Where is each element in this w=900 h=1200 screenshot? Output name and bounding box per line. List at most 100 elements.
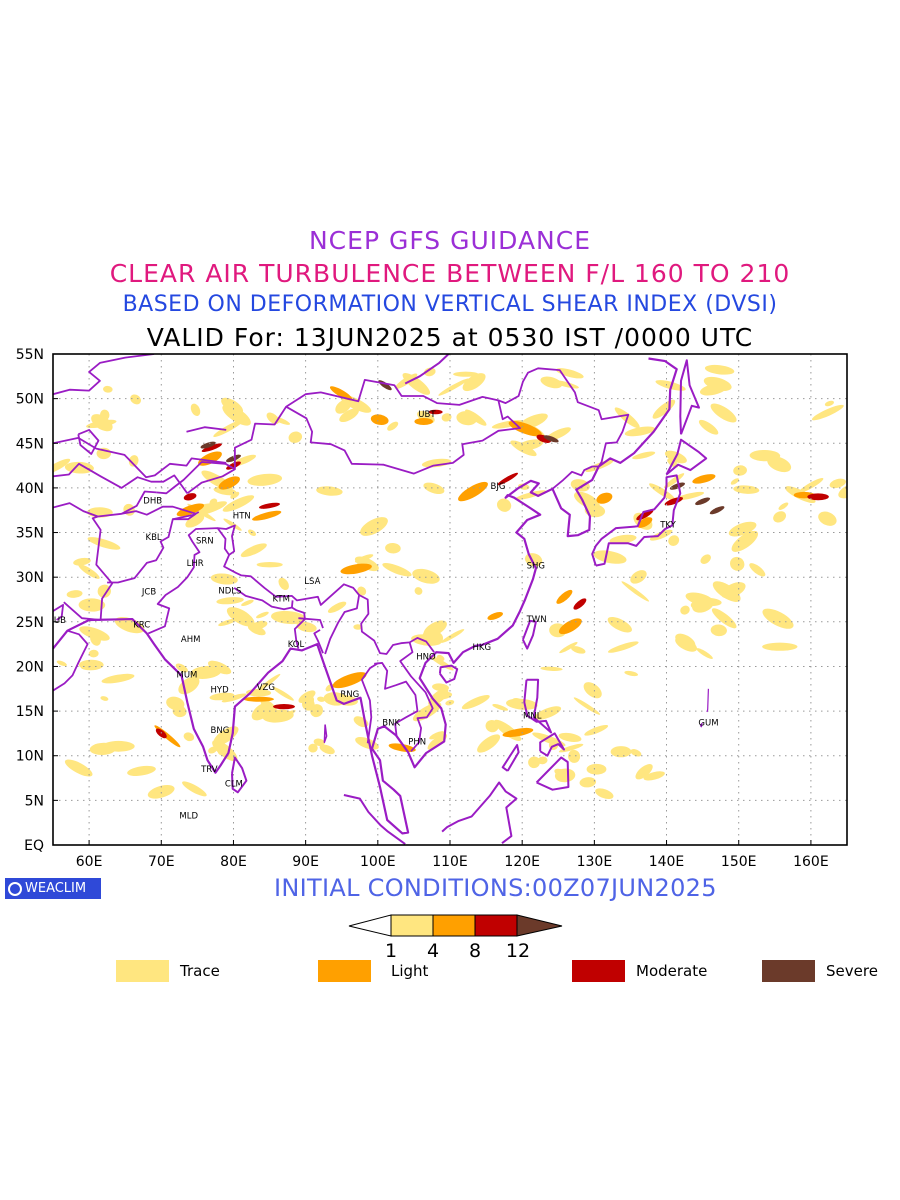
trace-patch (730, 556, 745, 571)
trace-patch (190, 403, 201, 416)
trace-patch (700, 554, 711, 564)
coastline-sakhalin (679, 359, 700, 435)
coastline-borneo (441, 781, 518, 844)
station-label-hyd: HYD (211, 686, 230, 696)
moderate-patch (807, 493, 829, 501)
trace-patch (518, 483, 530, 490)
legend-label: Light (391, 962, 429, 980)
trace-patch (749, 563, 766, 577)
station-label-krc: KRC (133, 621, 150, 631)
trace-patch (583, 682, 602, 699)
trace-patch (251, 702, 273, 721)
trace-patch (241, 599, 254, 607)
trace-patch (262, 709, 294, 723)
trace-patch (247, 473, 283, 486)
lon-label: 120E (504, 854, 540, 870)
trace-patch (256, 611, 269, 619)
trace-patch (270, 610, 307, 625)
colorbar-moderate-segment (474, 914, 518, 937)
trace-patch (175, 663, 188, 673)
trace-patch (624, 670, 639, 677)
trace-patch (317, 696, 326, 702)
trace-patch (288, 431, 303, 444)
lat-label: 45N (16, 436, 44, 452)
trace-patch (78, 598, 106, 612)
trace-patch (663, 473, 685, 489)
trace-patch (56, 660, 67, 667)
trace-patch (230, 491, 240, 499)
trace-patch (778, 502, 789, 510)
coastline-sri-lanka (231, 756, 248, 794)
trace-patch (360, 517, 388, 536)
trace-patch (432, 683, 449, 692)
trace-patch (733, 465, 747, 476)
trace-patch (829, 478, 847, 489)
moderate-patch (428, 409, 443, 415)
trace-patch (579, 777, 597, 788)
lat-label: 30N (16, 570, 44, 586)
lon-label: 150E (721, 854, 757, 870)
station-label-ubt: UBT (418, 410, 436, 420)
station-label-kol: KOL (288, 640, 305, 650)
trace-patch (731, 530, 759, 552)
coastline-caspian (53, 449, 54, 478)
trace-patch (733, 485, 760, 494)
trace-patch (711, 608, 737, 629)
trace-patch (461, 694, 490, 710)
trace-patch (438, 378, 469, 396)
trace-patch (256, 562, 283, 568)
trace-patch (0, 378, 11, 389)
trace-patch (316, 486, 343, 496)
severe-patch (669, 482, 685, 490)
trace-patch (570, 479, 590, 492)
trace-patch (423, 482, 445, 495)
trace-patch (811, 404, 844, 421)
trace-patch (423, 367, 436, 377)
trace-patch (127, 765, 156, 776)
trace-patch (423, 620, 447, 638)
lat-label: 55N (16, 347, 44, 363)
lon-label: 80E (220, 854, 247, 870)
light-patch (243, 696, 274, 702)
light-patch (388, 743, 416, 753)
trace-patch (824, 400, 834, 407)
trace-patch (64, 759, 93, 777)
trace-patch (632, 451, 656, 460)
country-border (361, 662, 379, 744)
legend-swatch-light (318, 960, 371, 982)
station-label-ndls: NDLS (218, 587, 241, 597)
station-label-mum: MUM (177, 671, 198, 681)
legend-item-severe: Severe (762, 958, 878, 984)
trace-patch (558, 743, 584, 753)
colorbar-tick: 1 (385, 940, 397, 960)
country-border (186, 367, 630, 495)
trace-patch (610, 746, 632, 758)
country-border (53, 502, 99, 518)
trace-patch (630, 749, 642, 757)
trace-patch (649, 483, 676, 501)
light-patch (329, 386, 353, 401)
severe-patch (200, 441, 216, 449)
legend-item-trace: Trace (116, 958, 220, 984)
map-axes: 55N 50N 45N 40N 35N 30N 25N 20N 15N 10N 5N EQ 60E 70E… (16, 347, 829, 870)
trace-patch (296, 621, 317, 633)
lon-label: 60E (76, 854, 103, 870)
lon-label: 140E (649, 854, 685, 870)
trace-patch (395, 373, 418, 389)
country-border (358, 594, 435, 655)
trace-patch (573, 697, 601, 715)
colorbar-tick: 12 (506, 940, 530, 960)
weaclim-logo: WEACLIM (5, 878, 101, 899)
trace-patch (216, 597, 244, 605)
trace-patch (73, 557, 91, 566)
trace-patch (635, 764, 653, 780)
colorbar: 1 4 8 12 (348, 914, 563, 960)
coastline-hainan (438, 664, 459, 684)
trace-patch (428, 688, 449, 706)
coastline-guam (699, 722, 703, 728)
map-gridlines (53, 354, 847, 845)
station-label-ktm: KTM (273, 595, 290, 605)
station-label-ahm: AHM (181, 635, 201, 645)
trace-patch (53, 458, 71, 475)
legend-swatch-severe (762, 960, 815, 982)
